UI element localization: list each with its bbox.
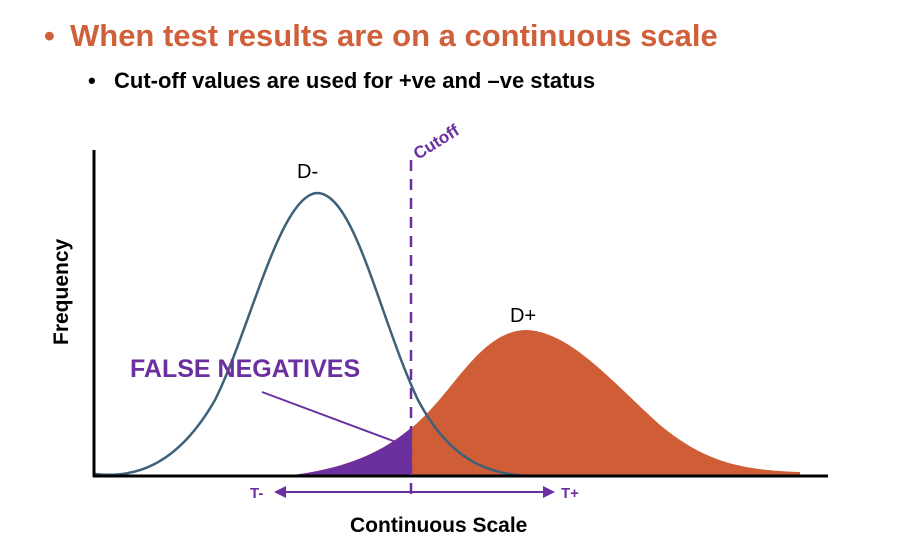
t-plus-label: T+	[561, 485, 579, 502]
cutoff-label: Cutoff	[410, 121, 463, 164]
sub-bullet-text: Cut-off values are used for +ve and –ve …	[114, 68, 596, 93]
false-negatives-label: FALSE NEGATIVES	[130, 355, 360, 383]
arrow-left-head	[274, 486, 286, 498]
bullet-dot: •	[44, 18, 55, 53]
arrow-right-head	[543, 486, 555, 498]
x-axis-label: Continuous Scale	[350, 514, 527, 537]
disease-positive-curve	[285, 330, 800, 476]
main-bullet-text: When test results are on a continuous sc…	[70, 18, 718, 53]
sub-bullet: • Cut-off values are used for +ve and –ve…	[88, 68, 595, 94]
d-plus-label: D+	[510, 305, 536, 327]
false-negatives-area	[285, 427, 412, 476]
d-minus-label: D-	[297, 161, 318, 183]
bullet-dot: •	[88, 68, 96, 93]
main-bullet: • When test results are on a continuous s…	[44, 18, 718, 54]
y-axis-label: Frequency	[50, 238, 73, 345]
false-negatives-pointer	[261, 391, 397, 443]
t-minus-label: T-	[250, 485, 263, 502]
disease-negative-curve	[94, 191, 541, 478]
